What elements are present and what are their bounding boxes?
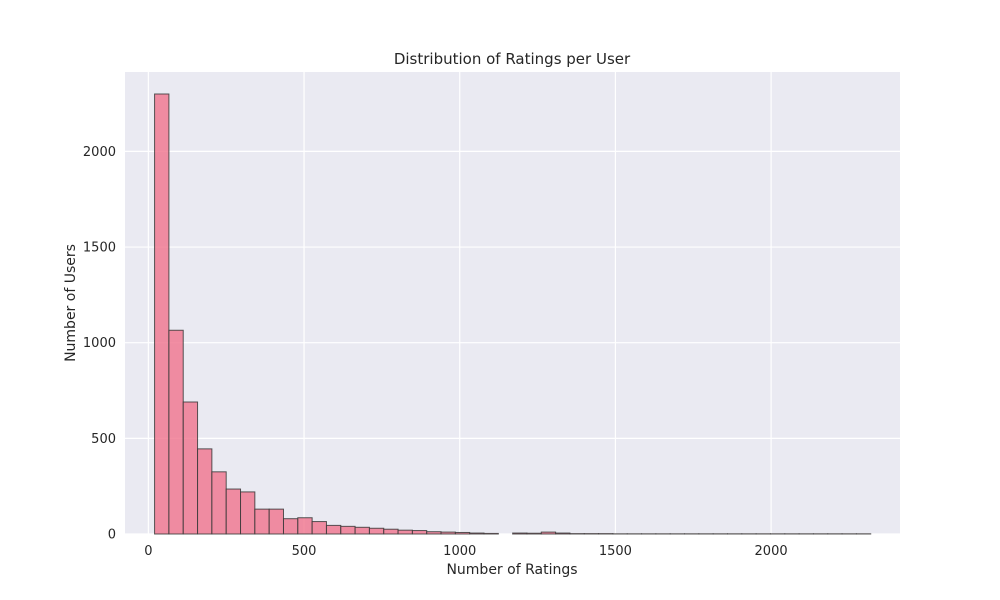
x-tick-label: 500 [292, 544, 317, 559]
x-tick-label: 1500 [599, 544, 632, 559]
histogram-bar [469, 532, 485, 535]
histogram-bar [555, 532, 571, 535]
histogram-bar [311, 521, 327, 535]
histogram-bar [383, 528, 399, 535]
y-axis-ticks: 0 500 1000 1500 2000 [83, 145, 116, 543]
histogram-bar [454, 531, 471, 535]
x-tick-label: 1000 [443, 544, 476, 559]
histogram-bar [440, 531, 456, 535]
y-tick-label: 1000 [83, 336, 116, 351]
x-tick-label: 2000 [755, 544, 788, 559]
histogram-bar [211, 471, 227, 535]
histogram-bar [225, 488, 242, 535]
histogram-bar [512, 532, 528, 535]
histogram-bar [297, 517, 313, 535]
histogram-bar [340, 525, 356, 535]
histogram-bar [282, 518, 299, 535]
histogram-bar [325, 524, 342, 535]
y-tick-label: 0 [108, 528, 116, 543]
histogram-bar [526, 532, 542, 535]
histogram-bar [411, 530, 428, 535]
histogram-bar [168, 329, 184, 535]
histogram-bar [483, 532, 499, 535]
y-tick-label: 1500 [83, 241, 116, 256]
histogram-bar [426, 531, 442, 535]
histogram-bar [240, 491, 256, 535]
histogram-bar [197, 448, 213, 535]
y-axis-label: Number of Users [63, 244, 79, 362]
y-tick-label: 2000 [83, 145, 116, 160]
histogram-bar [397, 529, 413, 535]
x-axis-ticks: 0 500 1000 1500 2000 [144, 544, 787, 559]
histogram-bar [368, 527, 385, 535]
histogram-bar [354, 526, 370, 535]
histogram-bar [540, 531, 557, 535]
y-tick-label: 500 [91, 432, 116, 447]
histogram-bars [154, 93, 872, 535]
chart-title: Distribution of Ratings per User [394, 50, 631, 68]
histogram-bar [268, 508, 284, 535]
x-axis-label: Number of Ratings [446, 562, 577, 578]
x-tick-label: 0 [144, 544, 152, 559]
histogram-bar [182, 401, 199, 535]
plot-area [125, 72, 900, 534]
histogram-bar [254, 508, 270, 535]
histogram-bar [154, 93, 170, 535]
